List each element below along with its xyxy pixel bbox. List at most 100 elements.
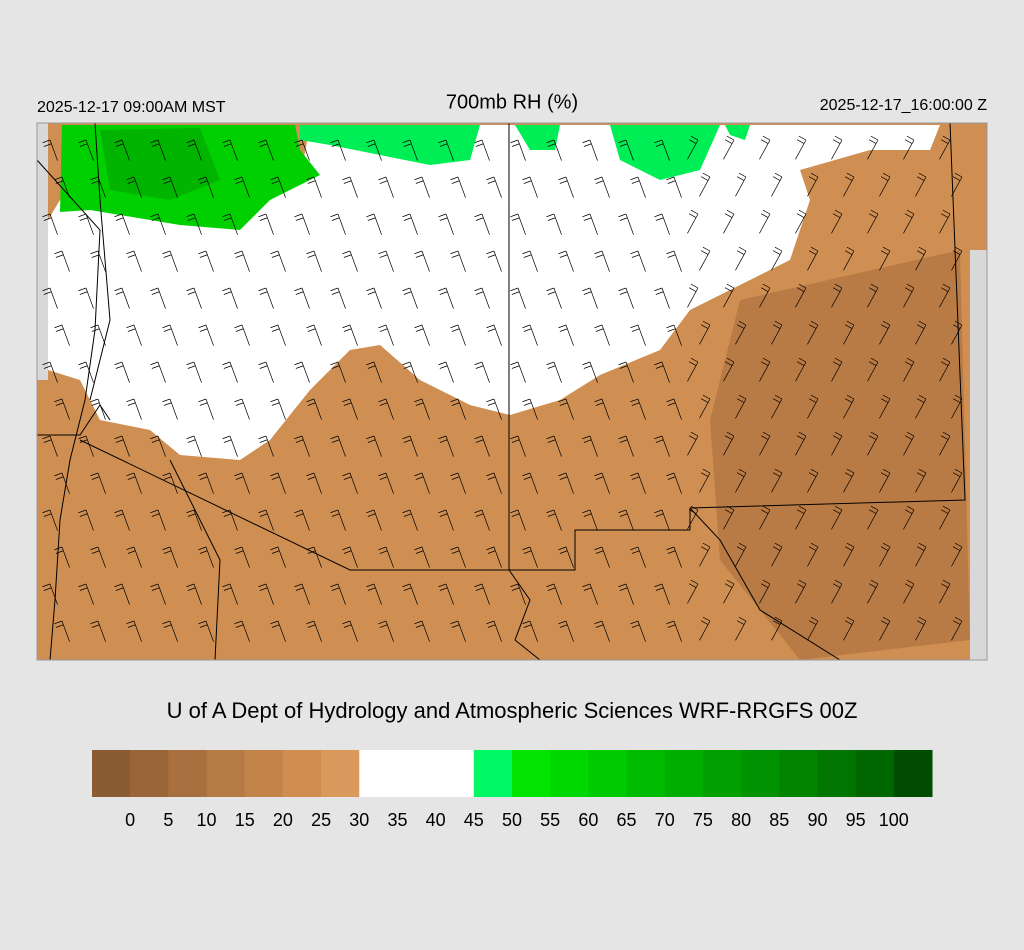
color-swatch [321,750,360,797]
wind-barb [90,176,106,198]
colorbar-label: 100 [879,810,909,830]
wind-barb [771,616,783,641]
wind-barb [723,431,735,456]
wind-barb [843,172,855,197]
wind-barb [198,472,214,494]
wind-barb [78,287,94,309]
wind-barb [771,394,783,419]
wind-barb [150,435,166,457]
wind-barb [687,431,699,456]
wind-barb [699,542,711,567]
colorbar-label: 30 [349,810,369,830]
wind-barb [270,324,286,346]
wind-barb [618,509,634,531]
wind-barb [795,431,807,456]
wind-barb [759,431,771,456]
wind-barb [234,324,250,346]
wind-barb [666,620,682,642]
wind-barb [831,135,843,160]
wind-barb [807,172,819,197]
moist-area [300,125,480,165]
wind-barb [450,620,466,642]
wind-barb [270,620,286,642]
wind-barb [843,468,855,493]
color-swatch [206,750,246,797]
wind-barb [114,583,130,605]
wind-barb [558,546,574,568]
wind-barb [699,468,711,493]
wind-barb [735,616,747,641]
wind-barb [654,139,670,161]
wind-barb [42,213,58,235]
wind-barb [807,320,819,345]
wind-barb [438,139,454,161]
wind-barb [630,472,646,494]
wind-barb [582,583,598,605]
colorbar-label: 20 [273,810,293,830]
wind-barb [510,435,526,457]
color-swatch [473,750,513,797]
wind-barb [759,283,771,308]
wind-barb [582,139,598,161]
colorbar-label: 10 [197,810,217,830]
wind-barb [402,361,418,383]
wind-barb [42,509,58,531]
wind-barb [735,246,747,271]
wind-barb [759,505,771,530]
wind-barb [54,250,70,272]
wind-barb [414,176,430,198]
wind-barb [618,361,634,383]
wind-barb [78,583,94,605]
wind-barb [198,398,214,420]
color-swatch [893,750,933,797]
wind-barb [366,213,382,235]
wind-barb [903,505,915,530]
wind-barb [294,361,310,383]
wind-barb [939,505,951,530]
color-swatch [817,750,857,797]
wind-barb [666,250,682,272]
wind-barb [654,509,670,531]
wind-barb [522,176,538,198]
wind-barb [618,583,634,605]
colorbar-label: 55 [540,810,560,830]
wind-barb [903,283,915,308]
map [36,122,988,661]
wind-barb [198,324,214,346]
wind-barb [366,287,382,309]
wind-barb [807,394,819,419]
wind-barb [771,468,783,493]
wind-barb [294,287,310,309]
wind-barb [42,435,58,457]
wind-barb [594,398,610,420]
wind-barb [903,579,915,604]
color-swatch [282,750,322,797]
wind-barb [951,616,963,641]
wind-barb [687,283,699,308]
wind-barb [414,620,430,642]
wind-barb [450,324,466,346]
wind-barb [42,583,58,605]
wind-barb [759,209,771,234]
colorbar-label: 15 [235,810,255,830]
wind-barb [723,283,735,308]
wind-barb [78,139,94,161]
color-swatch [244,750,284,797]
wind-barb [402,435,418,457]
color-swatch [626,750,666,797]
wind-barb [366,139,382,161]
colorbar-label: 80 [731,810,751,830]
wind-barb [795,357,807,382]
wind-barb [378,620,394,642]
wind-barb [522,620,538,642]
colorbar: 0 5 10 15 20 25 30 35 40 45 50 55 60 65 70 75 80 85 90 95 10… [92,750,933,830]
wind-barb [270,398,286,420]
wind-barb [879,542,891,567]
color-swatch [741,750,780,797]
wind-barb [771,246,783,271]
wind-barb [378,176,394,198]
wind-barb [771,172,783,197]
wind-barb [234,250,250,272]
wind-barb [126,472,142,494]
wind-barb [90,472,106,494]
